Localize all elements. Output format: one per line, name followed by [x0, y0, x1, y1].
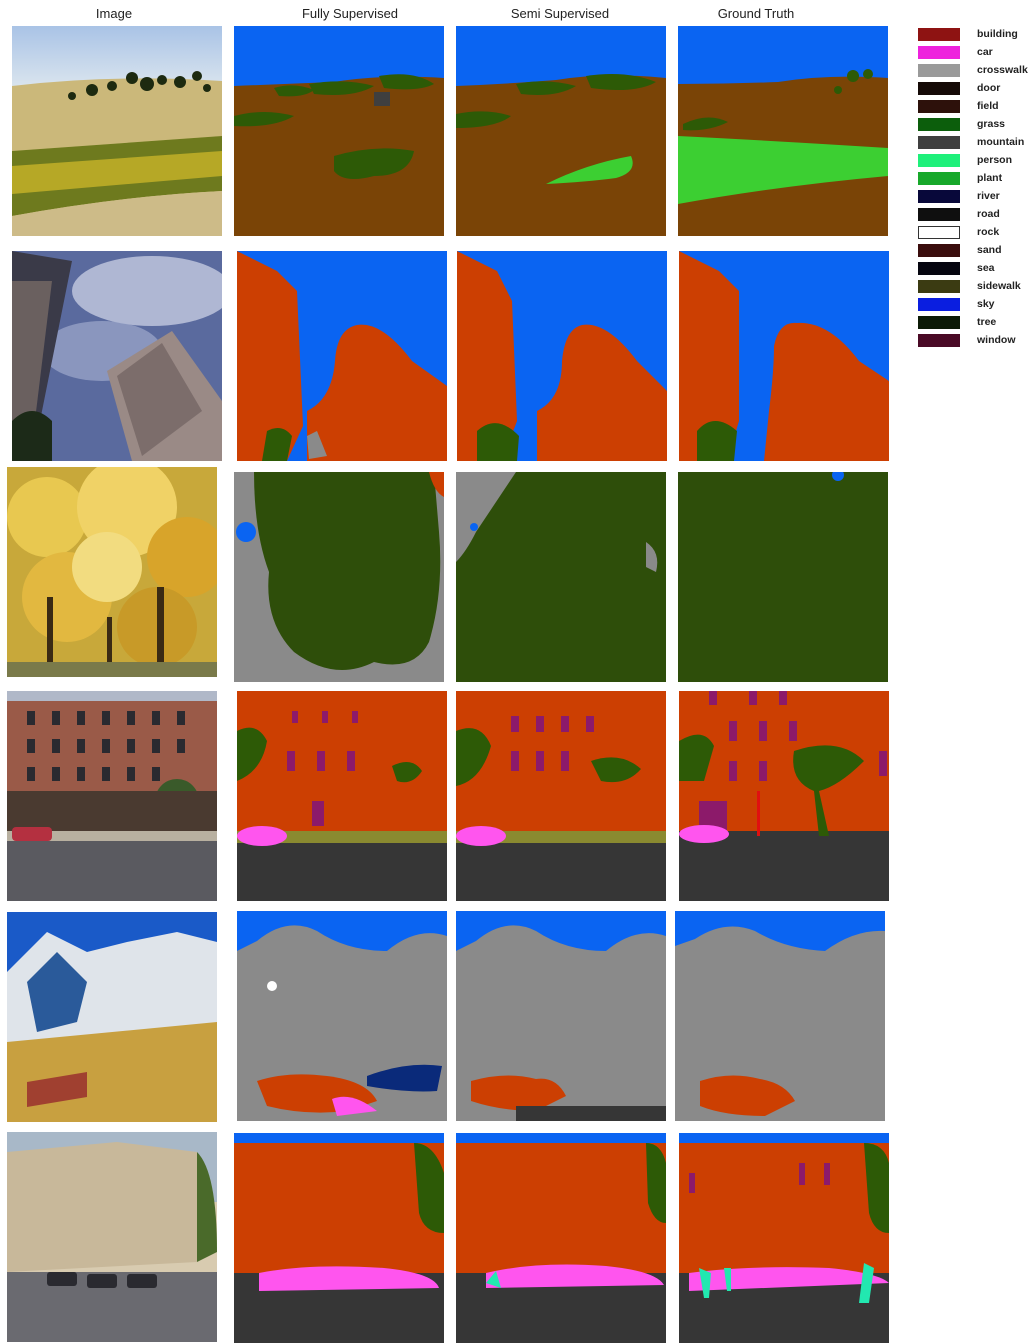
legend-label: sky [977, 298, 995, 310]
row1-ground-truth [678, 26, 888, 236]
legend-swatch [918, 280, 960, 293]
row5-fully-segmentation [237, 911, 447, 1121]
row2-fully-supervised [237, 251, 447, 461]
row6-semi-segmentation [456, 1133, 666, 1343]
row3-ground-truth [678, 472, 888, 682]
legend-swatch [918, 118, 960, 131]
row6-fully-supervised [234, 1133, 444, 1343]
row3-image [7, 467, 217, 677]
legend-swatch [918, 46, 960, 59]
legend-swatch [918, 298, 960, 311]
row1-image [12, 26, 222, 236]
legend-swatch [918, 100, 960, 113]
legend-label: mountain [977, 136, 1025, 148]
header-ground-truth: Ground Truth [717, 6, 795, 21]
field-landscape-photo [12, 26, 222, 236]
row5-semi-supervised [456, 911, 666, 1121]
row2-ground-truth [679, 251, 889, 461]
legend-label: grass [977, 118, 1006, 130]
legend-swatch [918, 136, 960, 149]
legend-label: tree [977, 316, 997, 328]
legend-label: car [977, 46, 993, 58]
legend-label: road [977, 208, 1000, 220]
legend-label: building [977, 28, 1018, 40]
row1-ground-truth-segmentation [678, 26, 888, 236]
row6-ground-truth-segmentation [679, 1133, 889, 1343]
legend-swatch [918, 172, 960, 185]
row2-fully-segmentation [237, 251, 447, 461]
header-image: Image [95, 6, 133, 21]
legend-label: door [977, 82, 1001, 94]
row6-ground-truth [679, 1133, 889, 1343]
row1-semi-segmentation [456, 26, 666, 236]
legend-label: sea [977, 262, 995, 274]
legend-label: rock [977, 226, 1000, 238]
row4-semi-supervised [456, 691, 666, 901]
row2-semi-supervised [457, 251, 667, 461]
legend-swatch [918, 226, 960, 239]
legend-swatch [918, 154, 960, 167]
row2-ground-truth-segmentation [679, 251, 889, 461]
row5-ground-truth [675, 911, 885, 1121]
row3-semi-supervised [456, 472, 666, 682]
legend-label: crosswalk [977, 64, 1028, 76]
row6-fully-segmentation [234, 1133, 444, 1343]
row4-image [7, 691, 217, 901]
legend-swatch [918, 28, 960, 41]
row4-semi-segmentation [456, 691, 666, 901]
legend-label: field [977, 100, 999, 112]
row4-fully-segmentation [237, 691, 447, 901]
header-fully-supervised: Fully Supervised [301, 6, 399, 21]
legend-label: sidewalk [977, 280, 1021, 292]
legend-swatch [918, 190, 960, 203]
skyscrapers-photo [12, 251, 222, 461]
row2-image [12, 251, 222, 461]
row4-ground-truth [679, 691, 889, 901]
legend-label: river [977, 190, 1000, 202]
street-building-photo [7, 691, 217, 901]
row4-fully-supervised [237, 691, 447, 901]
row3-semi-segmentation [456, 472, 666, 682]
row5-semi-segmentation [456, 911, 666, 1121]
legend-label: plant [977, 172, 1003, 184]
row2-semi-segmentation [457, 251, 667, 461]
legend-swatch [918, 316, 960, 329]
castle-street-photo [7, 1132, 217, 1342]
legend-swatch [918, 334, 960, 347]
row5-ground-truth-segmentation [675, 911, 885, 1121]
row1-fully-supervised [234, 26, 444, 236]
legend-swatch [918, 64, 960, 77]
row5-fully-supervised [237, 911, 447, 1121]
autumn-trees-photo [7, 467, 217, 677]
row1-semi-supervised [456, 26, 666, 236]
row3-fully-segmentation [234, 472, 444, 682]
header-semi-supervised: Semi Supervised [510, 6, 610, 21]
legend-swatch [918, 262, 960, 275]
row4-ground-truth-segmentation [679, 691, 889, 901]
row6-semi-supervised [456, 1133, 666, 1343]
legend-label: window [977, 334, 1016, 346]
legend-swatch [918, 208, 960, 221]
row3-fully-supervised [234, 472, 444, 682]
legend-swatch [918, 244, 960, 257]
row3-ground-truth-segmentation [678, 472, 888, 682]
row5-image [7, 912, 217, 1122]
mountain-photo [7, 912, 217, 1122]
legend-label: sand [977, 244, 1002, 256]
legend-label: person [977, 154, 1013, 166]
legend-swatch [918, 82, 960, 95]
row6-image [7, 1132, 217, 1342]
row1-fully-segmentation [234, 26, 444, 236]
